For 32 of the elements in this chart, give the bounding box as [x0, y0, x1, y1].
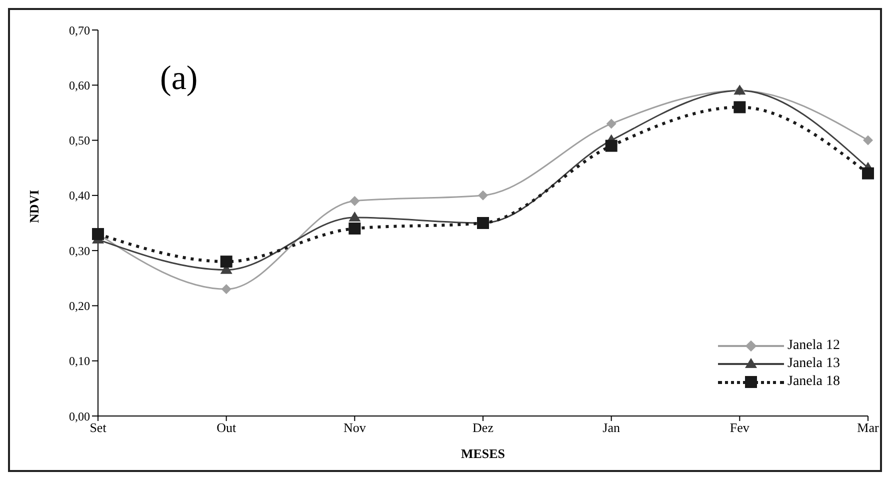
- y-tick-label: 0,50: [69, 134, 90, 148]
- legend-label: Janela 13: [788, 356, 840, 372]
- point: [606, 118, 616, 129]
- y-tick-label: 0,10: [69, 354, 90, 368]
- y-tick-label: 0,30: [69, 244, 90, 258]
- point: [605, 140, 618, 152]
- y-tick-label: 0,40: [69, 188, 90, 203]
- point: [350, 196, 360, 206]
- point: [220, 256, 232, 268]
- point: [348, 222, 361, 235]
- x-tick-label: Set: [90, 420, 107, 436]
- x-tick-label: Nov: [343, 420, 366, 436]
- x-tick-label: Mar: [857, 420, 880, 436]
- legend-label: Janela 18: [788, 374, 840, 390]
- legend-label: Janela 12: [788, 338, 840, 354]
- point: [862, 167, 874, 180]
- y-tick-label: 0,70: [69, 23, 90, 38]
- y-tick-label: 0,60: [69, 78, 90, 92]
- point: [863, 135, 873, 146]
- y-axis-title: NDVI: [26, 190, 42, 223]
- point: [478, 190, 488, 200]
- x-tick-label: Fev: [730, 420, 750, 436]
- point: [221, 284, 232, 294]
- x-tick-label: Dez: [472, 420, 494, 436]
- x-axis-title: MESES: [460, 446, 506, 461]
- point: [348, 211, 361, 222]
- y-tick-label: 0,00: [69, 409, 90, 424]
- y-tick-label: 0,20: [69, 298, 90, 313]
- annotation: (a): [160, 60, 198, 98]
- x-tick-label: Jan: [602, 420, 620, 436]
- x-tick-label: Out: [216, 420, 236, 436]
- point: [734, 101, 746, 114]
